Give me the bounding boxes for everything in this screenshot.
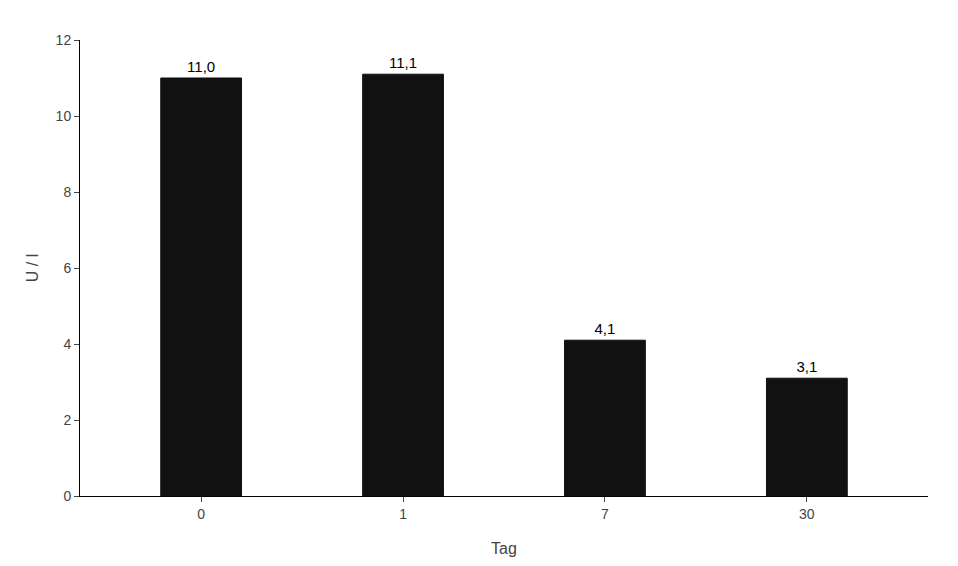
svg-text:12: 12 — [56, 32, 72, 48]
svg-text:30: 30 — [799, 506, 815, 522]
svg-text:0: 0 — [197, 506, 205, 522]
svg-text:10: 10 — [56, 108, 72, 124]
svg-text:2: 2 — [63, 412, 71, 428]
svg-text:3,1: 3,1 — [796, 358, 817, 375]
svg-text:4: 4 — [63, 336, 71, 352]
svg-text:11,1: 11,1 — [389, 54, 417, 71]
svg-text:0: 0 — [63, 488, 71, 504]
svg-text:8: 8 — [63, 184, 71, 200]
svg-text:Tag: Tag — [491, 540, 517, 557]
svg-text:6: 6 — [63, 260, 71, 276]
svg-text:1: 1 — [399, 506, 407, 522]
svg-text:U / l: U / l — [24, 254, 41, 282]
svg-text:7: 7 — [601, 506, 609, 522]
svg-text:11,0: 11,0 — [187, 58, 215, 75]
svg-text:4,1: 4,1 — [595, 320, 616, 337]
